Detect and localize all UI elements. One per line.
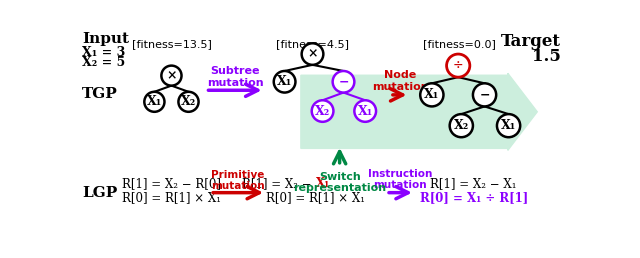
- Circle shape: [497, 114, 520, 137]
- Text: [fitness=4.5]: [fitness=4.5]: [276, 39, 349, 49]
- Circle shape: [473, 83, 496, 106]
- Text: Subtree
mutation: Subtree mutation: [207, 66, 263, 88]
- Circle shape: [301, 43, 323, 65]
- Text: R[0] = X₁ ÷ R[1]: R[0] = X₁ ÷ R[1]: [420, 191, 528, 204]
- Circle shape: [355, 100, 376, 122]
- Circle shape: [179, 92, 198, 112]
- Circle shape: [450, 114, 473, 137]
- Text: X₁: X₁: [501, 119, 516, 132]
- Text: TGP: TGP: [83, 87, 118, 101]
- Text: X₁: X₁: [147, 95, 162, 108]
- Text: X₁: X₁: [358, 104, 373, 118]
- Text: Instruction
mutation: Instruction mutation: [368, 169, 432, 190]
- Circle shape: [447, 54, 470, 77]
- Circle shape: [312, 100, 333, 122]
- Text: Primitive
mutation: Primitive mutation: [211, 170, 265, 191]
- Text: X₂: X₂: [315, 104, 330, 118]
- Text: LGP: LGP: [83, 186, 118, 200]
- Text: R[1] = X₂ − X₁: R[1] = X₂ − X₁: [431, 177, 517, 190]
- Text: ÷: ÷: [453, 59, 463, 72]
- Circle shape: [333, 71, 355, 93]
- Circle shape: [145, 92, 164, 112]
- Text: Input: Input: [83, 33, 129, 46]
- Text: Target: Target: [500, 33, 561, 50]
- Text: X₁: X₁: [316, 177, 331, 190]
- Circle shape: [161, 66, 182, 86]
- Text: ×: ×: [307, 47, 317, 61]
- Text: [fitness=0.0]: [fitness=0.0]: [423, 39, 496, 49]
- Text: X₂: X₂: [181, 95, 196, 108]
- FancyArrow shape: [301, 73, 537, 150]
- Text: Node
mutation: Node mutation: [372, 70, 428, 92]
- Text: R[1] = X₂ − R[0]: R[1] = X₂ − R[0]: [122, 177, 221, 190]
- Text: −: −: [339, 75, 349, 88]
- Text: R[0] = R[1] × X₁: R[0] = R[1] × X₁: [266, 191, 365, 204]
- Circle shape: [420, 83, 444, 106]
- Text: X₁: X₁: [424, 88, 440, 101]
- Text: 1.5: 1.5: [532, 48, 561, 65]
- Text: R[1] = X₂ −: R[1] = X₂ −: [242, 177, 316, 190]
- Text: ×: ×: [166, 69, 177, 82]
- Text: [fitness=13.5]: [fitness=13.5]: [131, 39, 211, 49]
- Text: X₂ = 5: X₂ = 5: [83, 56, 125, 69]
- Circle shape: [274, 71, 296, 93]
- Text: X₁ = 3: X₁ = 3: [83, 46, 125, 59]
- Text: −: −: [479, 88, 490, 101]
- Text: R[0] = R[1] × X₁: R[0] = R[1] × X₁: [122, 191, 221, 204]
- Text: X₁: X₁: [277, 75, 292, 88]
- Text: X₂: X₂: [454, 119, 469, 132]
- Text: Switch
representation: Switch representation: [293, 172, 386, 194]
